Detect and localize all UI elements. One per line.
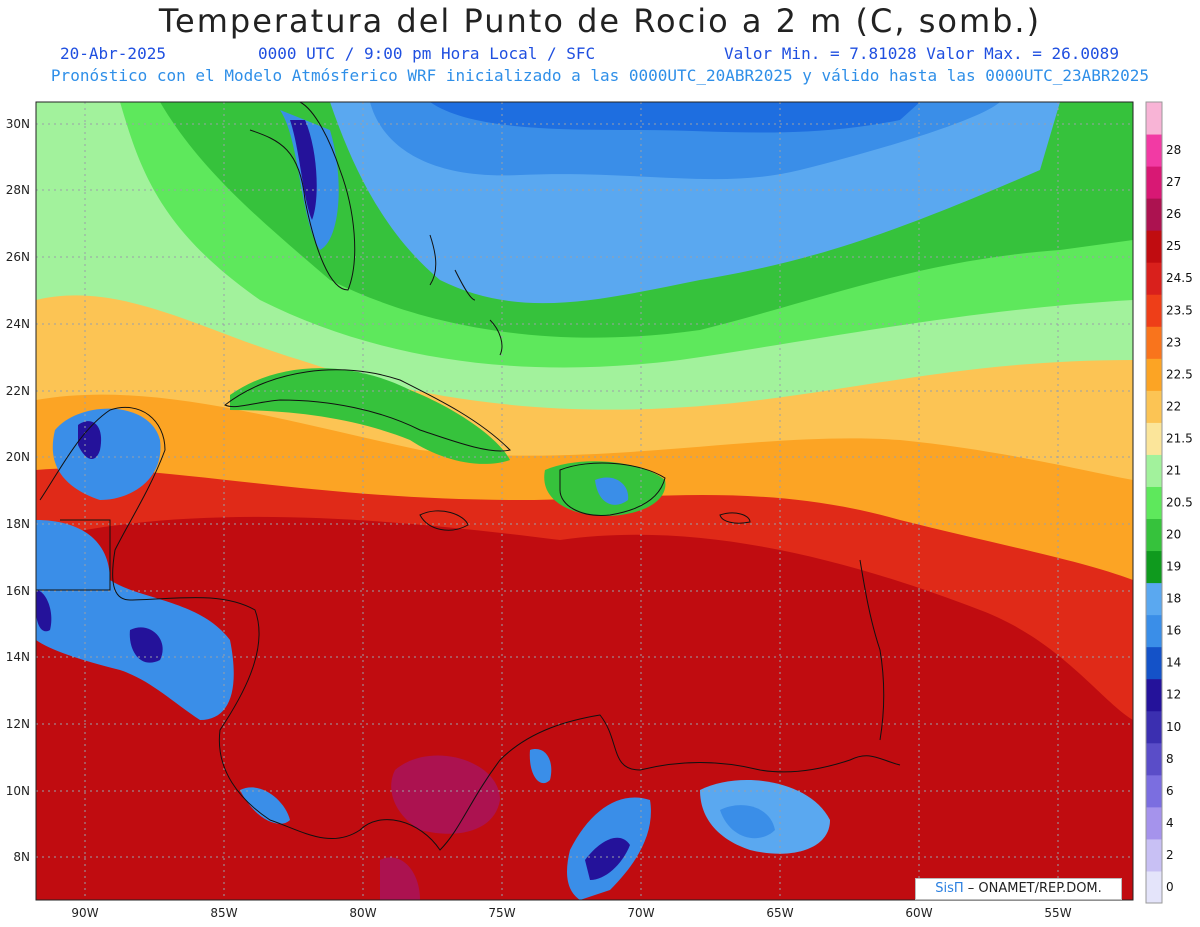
model-info: Pronóstico con el Modelo Atmósferico WRF… [50, 66, 1150, 85]
lon-axis: 90W 85W 80W 75W 70W 65W 60W 55W [71, 906, 1071, 920]
forecast-date: 20-Abr-2025 [60, 44, 166, 63]
lon-label: 65W [766, 906, 793, 920]
graticule [36, 102, 1133, 900]
colorbar-swatch [1146, 326, 1162, 359]
colorbar-label: 21.5 [1166, 431, 1193, 445]
colorbar-swatch [1146, 806, 1162, 840]
lat-label: 14N [6, 650, 30, 664]
colorbar-swatch [1146, 294, 1162, 327]
colorbar-label: 26 [1166, 207, 1181, 221]
colorbar-label: 18 [1166, 592, 1181, 606]
lat-label: 12N [6, 717, 30, 731]
lat-label: 16N [6, 584, 30, 598]
colorbar-swatch [1146, 102, 1162, 135]
lat-label: 20N [6, 450, 30, 464]
colorbar-label: 25 [1166, 239, 1181, 253]
min-max-values: Valor Min. = 7.81028 Valor Max. = 26.008… [724, 44, 1119, 63]
colorbar-label: 2 [1166, 848, 1174, 862]
colorbar-label: 0 [1166, 880, 1174, 894]
colorbar-label: 22 [1166, 399, 1181, 413]
colorbar-label: 20.5 [1166, 496, 1193, 510]
sispi-logo: SisΠ [935, 881, 964, 896]
map-title: Temperatura del Punto de Rocio a 2 m (C,… [158, 2, 1042, 40]
colorbar-swatch [1146, 390, 1162, 423]
colorbar-label: 12 [1166, 688, 1181, 702]
colorbar-swatch [1146, 774, 1162, 808]
colorbar: 0 2 4 6 8 10 12 14 16 18 19 20 20.5 21 21.5 22 22.5 23 23.… [1145, 101, 1193, 904]
lat-label: 28N [6, 183, 30, 197]
lat-label: 26N [6, 250, 30, 264]
colorbar-label: 27 [1166, 175, 1181, 189]
colorbar-swatch [1146, 646, 1162, 680]
colorbar-swatch [1146, 358, 1162, 391]
colorbar-label: 6 [1166, 784, 1174, 798]
colorbar-label: 20 [1166, 528, 1181, 542]
colorbar-swatch [1146, 198, 1162, 231]
colorbar-label: 22.5 [1166, 367, 1193, 381]
lat-label: 8N [13, 850, 30, 864]
colorbar-swatch [1146, 582, 1162, 616]
colorbar-label: 10 [1166, 720, 1181, 734]
map-frame [35, 101, 1134, 901]
colorbar-swatch [1146, 262, 1162, 295]
colorbar-label: 23.5 [1166, 303, 1193, 317]
colorbar-label: 16 [1166, 624, 1181, 638]
colorbar-label: 24.5 [1166, 271, 1193, 285]
colorbar-label: 23 [1166, 335, 1181, 349]
colorbar-swatch [1146, 486, 1162, 520]
colorbar-swatch [1146, 742, 1162, 776]
colorbar-frame [1145, 101, 1163, 904]
colorbar-swatch [1146, 166, 1162, 199]
colorbar-swatch [1146, 870, 1162, 904]
colorbar-swatch [1146, 518, 1162, 552]
lon-label: 55W [1044, 906, 1071, 920]
lat-label: 10N [6, 784, 30, 798]
colorbar-swatch [1146, 422, 1162, 455]
lat-label: 22N [6, 384, 30, 398]
lon-label: 70W [627, 906, 654, 920]
colorbar-label: 19 [1166, 560, 1181, 574]
lon-label: 75W [488, 906, 515, 920]
credit-text: – ONAMET/REP.DOM. [967, 881, 1102, 896]
forecast-time: 0000 UTC / 9:00 pm Hora Local / SFC [258, 44, 596, 63]
colorbar-label: 8 [1166, 752, 1174, 766]
dewpoint-field [36, 102, 1133, 900]
lon-label: 60W [905, 906, 932, 920]
lat-label: 18N [6, 517, 30, 531]
colorbar-label: 4 [1166, 816, 1174, 830]
lon-label: 80W [349, 906, 376, 920]
colorbar-swatch [1146, 134, 1162, 167]
colorbar-swatch [1146, 550, 1162, 584]
coastlines [36, 101, 901, 851]
colorbar-swatch [1146, 838, 1162, 872]
colorbar-swatch [1146, 614, 1162, 648]
colorbar-swatch [1146, 230, 1162, 263]
lon-label: 90W [71, 906, 98, 920]
colorbar-label: 28 [1166, 143, 1181, 157]
lat-label: 30N [6, 117, 30, 131]
colorbar-label: 21 [1166, 463, 1181, 477]
colorbar-swatch [1146, 454, 1162, 487]
lat-axis: 30N 28N 26N 24N 22N 20N 18N 16N 14N 12N … [6, 117, 30, 864]
colorbar-swatch [1146, 678, 1162, 712]
colorbar-label: 14 [1166, 656, 1181, 670]
colorbar-swatch [1146, 710, 1162, 744]
credit-badge: SisΠ – ONAMET/REP.DOM. [915, 878, 1122, 900]
lat-label: 24N [6, 317, 30, 331]
lon-label: 85W [210, 906, 237, 920]
